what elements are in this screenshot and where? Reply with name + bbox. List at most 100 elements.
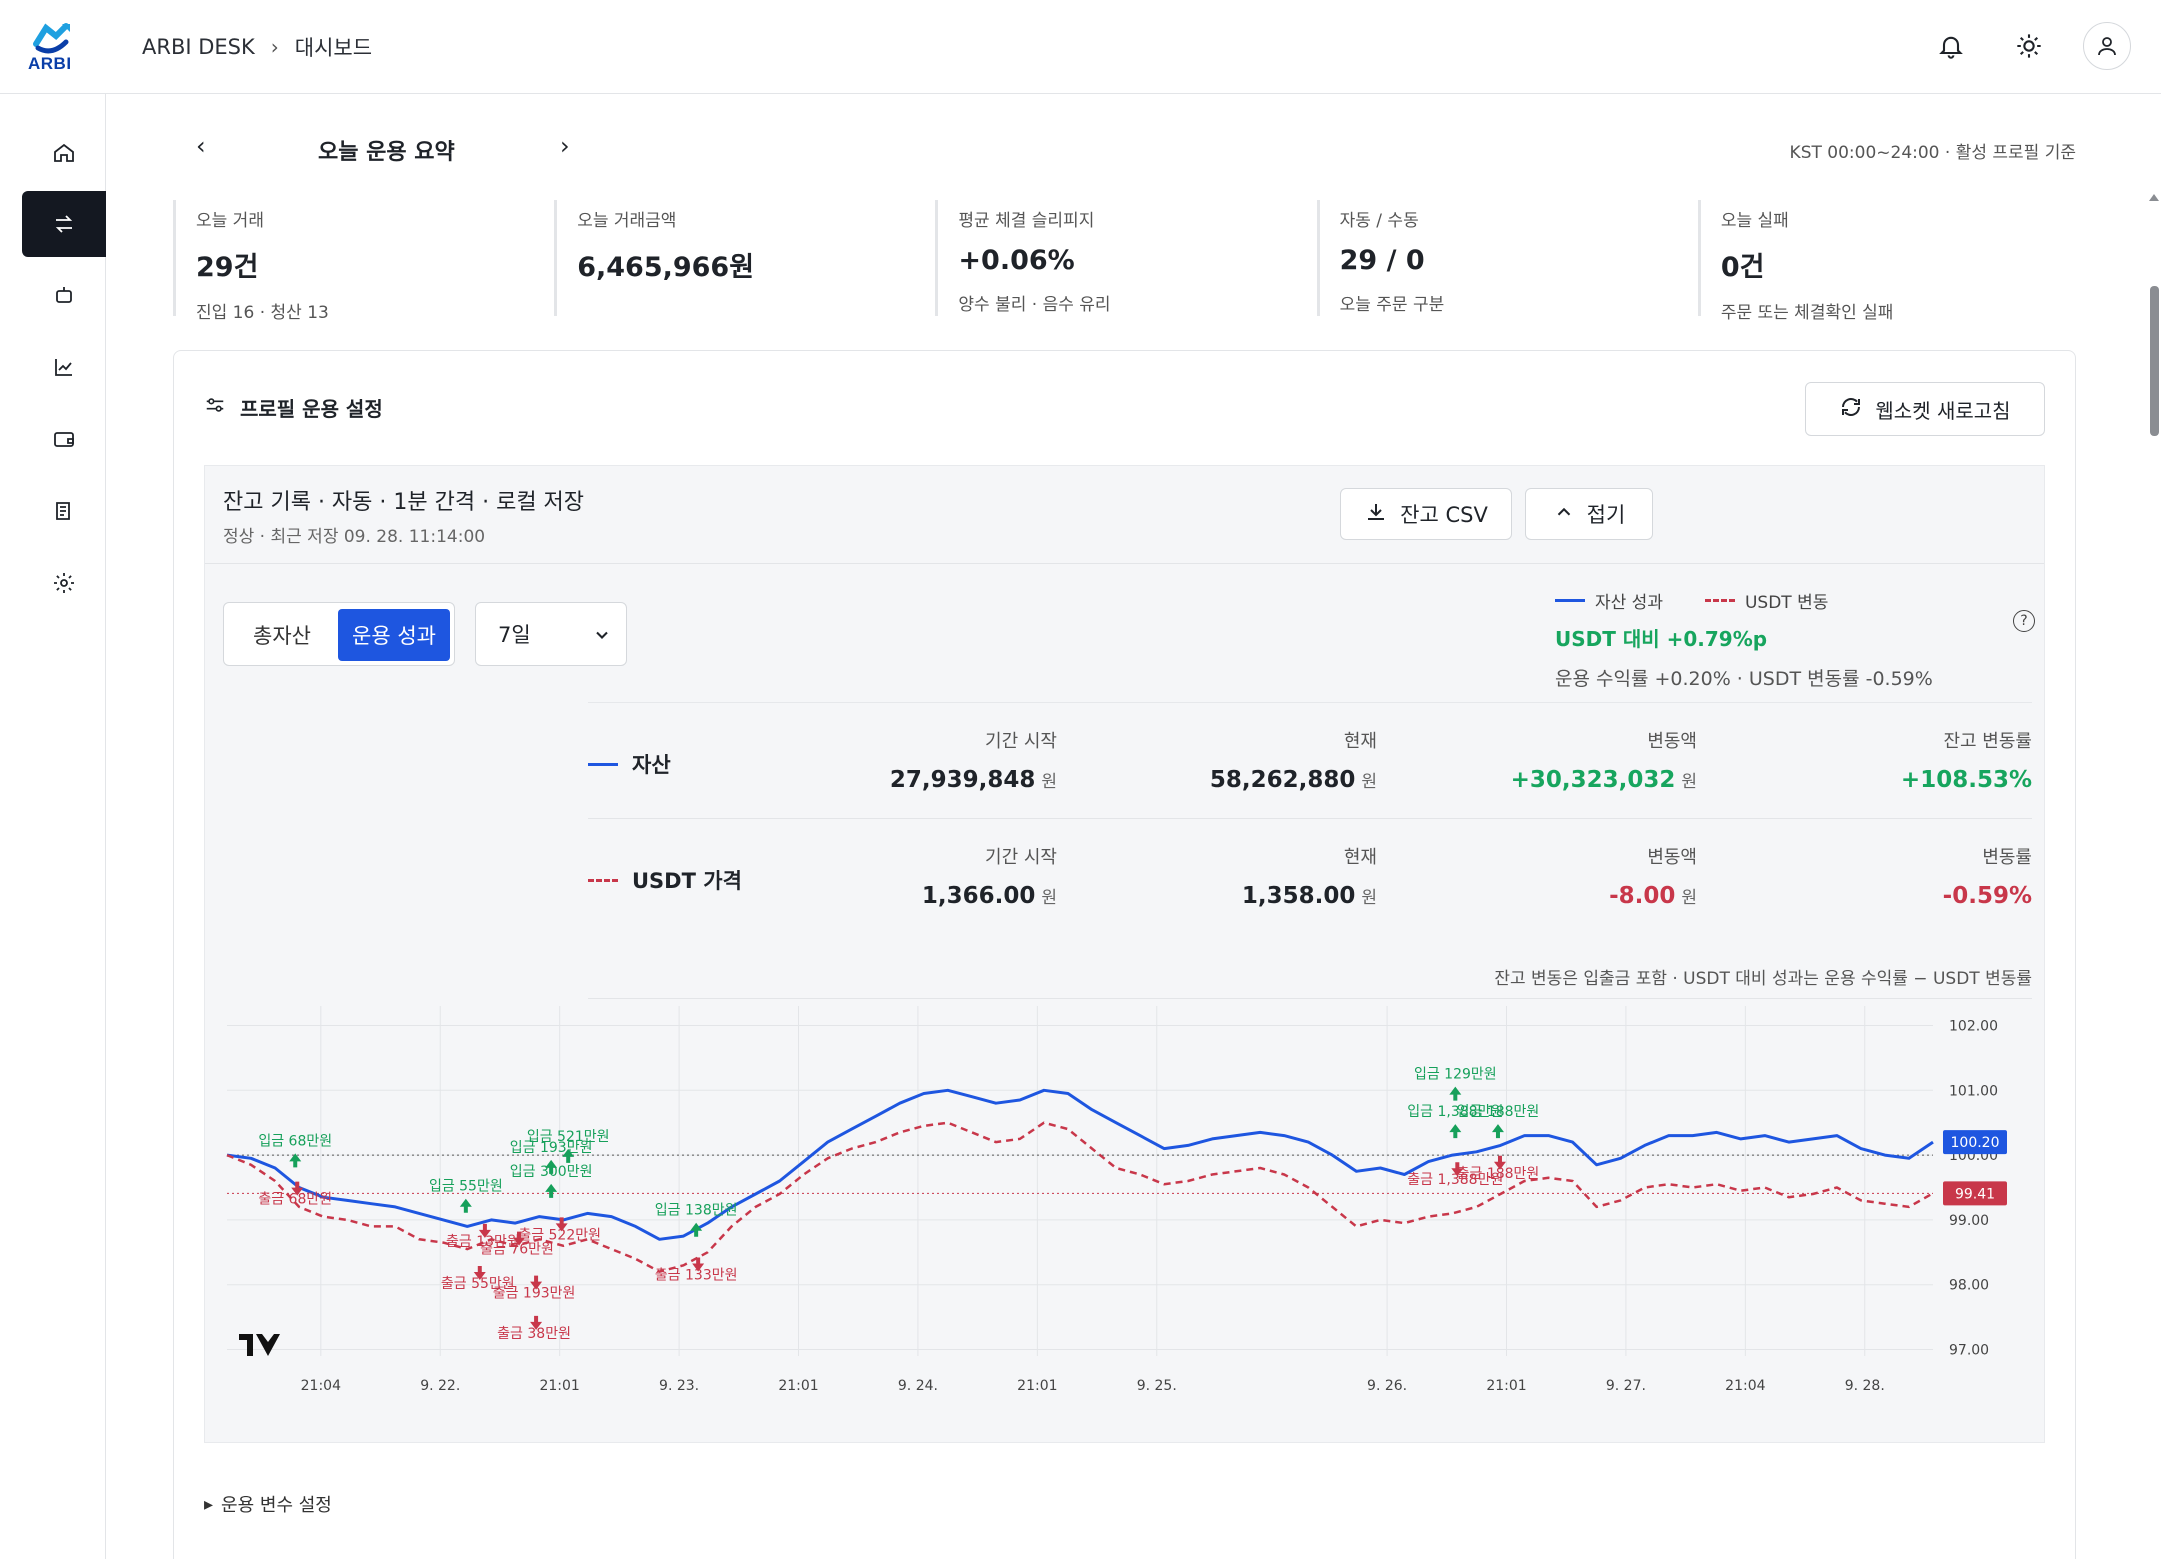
chevron-right-icon[interactable]: › [560, 132, 570, 160]
summary-title: 오늘 운용 요약 [318, 140, 455, 165]
scroll-thumb[interactable] [2150, 286, 2159, 436]
chevron-left-icon[interactable]: ‹ [196, 132, 206, 160]
collapse-button[interactable]: 접기 [1525, 488, 1653, 540]
arrow-down-icon [530, 1315, 543, 1330]
logo-text: ARBI [28, 54, 72, 73]
stat-card: 오늘 거래 29건 진입 16 · 청산 13 [173, 200, 554, 323]
last-value-label: 100.20 [1951, 1135, 2000, 1151]
return-detail: 운용 수익률 +0.20% · USDT 변동률 -0.59% [1555, 668, 1933, 690]
deposit-annotation: 입금 521만원 [527, 1129, 610, 1145]
scrollbar[interactable] [2147, 94, 2161, 1559]
breadcrumb-root[interactable]: ARBI DESK [142, 35, 255, 59]
y-tick-label: 99.00 [1949, 1213, 1989, 1229]
csv-button[interactable]: 잔고 CSV [1340, 488, 1512, 540]
params-toggle-label: 운용 변수 설정 [221, 1495, 332, 1516]
sun-icon[interactable] [2005, 22, 2053, 70]
table-row: USDT 가격 기간 시작 1,366.00 원 현재 1,358.00 원 변동액… [588, 818, 2032, 934]
params-toggle[interactable]: ▸ 운용 변수 설정 [204, 1491, 332, 1517]
period-select-value: 7일 [498, 623, 531, 647]
swap-icon[interactable] [22, 191, 106, 257]
arrow-down-icon [478, 1223, 491, 1238]
websocket-refresh-button[interactable]: 웹소켓 새로고침 [1805, 382, 2045, 436]
panel-subtitle: 정상 · 최근 저장 09. 28. 11:14:00 [223, 527, 486, 547]
arrow-up-icon [545, 1183, 558, 1198]
cell-value: 1,366.00 원 [737, 883, 1057, 909]
deposit-annotation: 입금 68만원 [258, 1133, 332, 1149]
tab-performance[interactable]: 운용 성과 [338, 609, 450, 661]
cell-unit: 원 [1041, 888, 1057, 908]
home-icon[interactable] [22, 120, 106, 186]
app-logo[interactable] [22, 20, 82, 74]
x-tick-label: 9. 22. [420, 1378, 460, 1394]
scroll-up-icon[interactable] [2149, 194, 2159, 201]
cell-value: +30,323,032 원 [1377, 767, 1697, 793]
deposit-annotation: 입금 188만원 [1457, 1104, 1540, 1120]
usdt-swatch [588, 878, 618, 882]
period-select[interactable]: 7일 [475, 602, 627, 666]
bot-icon[interactable] [22, 262, 106, 328]
arrow-down-icon [473, 1265, 486, 1280]
summary-header: ‹ 오늘 운용 요약 › KST 00:00~24:00 · 활성 프로필 기준 [196, 132, 2076, 168]
table-row: 자산 기간 시작 27,939,848 원 현재 58,262,880 원 변동액 … [588, 702, 2032, 818]
balance-panel: 잔고 기록 · 자동 · 1분 간격 · 로컬 저장 정상 · 최근 저장 09… [204, 465, 2045, 1443]
table-cell: 현재 58,262,880 원 [1057, 727, 1377, 793]
cell-number: -0.59% [1942, 883, 2032, 909]
asset-swatch [588, 762, 618, 766]
stat-card: 오늘 거래금액 6,465,966원 [554, 200, 935, 316]
legend-asset: 자산 성과 [1555, 588, 1663, 613]
cell-number: 1,366.00 [921, 883, 1036, 909]
arrow-up-icon [1449, 1086, 1462, 1101]
cell-value: 1,358.00 원 [1057, 883, 1377, 909]
x-tick-label: 9. 28. [1845, 1378, 1885, 1394]
stat-value: 29 / 0 [1339, 245, 1425, 276]
wallet-icon[interactable] [22, 406, 106, 472]
stat-value: 6,465,966원 [577, 252, 755, 283]
breadcrumb: ARBI DESK › 대시보드 [142, 32, 372, 62]
y-tick-label: 98.00 [1949, 1278, 1989, 1294]
profile-card: 프로필 운용 설정 웹소켓 새로고침 잔고 기록 · 자동 · 1분 간격 · … [173, 350, 2076, 1559]
help-icon[interactable]: ? [2013, 610, 2035, 632]
withdraw-annotation: 출금 193만원 [493, 1286, 576, 1302]
legend-asset-label: 자산 성과 [1595, 593, 1663, 613]
arrow-up-icon [545, 1159, 558, 1174]
stat-sub: 양수 불리 · 음수 유리 [958, 295, 1111, 315]
y-tick-label: 97.00 [1949, 1343, 1989, 1359]
stat-card: 평균 체결 슬리피지 +0.06% 양수 불리 · 음수 유리 [935, 200, 1316, 316]
arrow-up-icon [690, 1222, 703, 1237]
cell-unit: 원 [1681, 772, 1697, 792]
ledger-icon[interactable] [22, 478, 106, 544]
triangle-right-icon: ▸ [204, 1493, 214, 1515]
performance-chart[interactable]: 21:04 9. 22. 21:01 9. 23. 21:01 9. 24. 21:01 9.… [223, 996, 2043, 1426]
cell-value: -0.59% [1712, 883, 2032, 909]
chart-svg[interactable]: 21:04 9. 22. 21:01 9. 23. 21:01 9. 24. 21:01 9.… [223, 996, 2043, 1426]
last-value-label: 99.41 [1955, 1186, 1995, 1202]
bell-icon[interactable] [1927, 22, 1975, 70]
chart-icon[interactable] [22, 334, 106, 400]
series-asset-line [226, 1088, 1934, 1241]
top-bar: ARBI ARBI DESK › 대시보드 [0, 0, 2161, 94]
cell-label: 현재 [1343, 847, 1377, 868]
tradingview-logo-icon [239, 1334, 280, 1356]
x-tick-label: 9. 26. [1367, 1378, 1407, 1394]
usdt-comparison: USDT 대비 +0.79%p [1555, 627, 1768, 651]
tab-total-assets[interactable]: 총자산 [253, 624, 311, 648]
withdraw-annotation: 출금 13만원 [446, 1234, 520, 1250]
arrow-up-icon [562, 1148, 575, 1163]
gear-icon[interactable] [22, 550, 106, 616]
card-title: 프로필 운용 설정 [204, 393, 383, 422]
stat-label: 오늘 거래 [196, 211, 264, 231]
panel-title: 잔고 기록 · 자동 · 1분 간격 · 로컬 저장 [223, 490, 585, 515]
stat-sub: 진입 16 · 청산 13 [196, 303, 329, 323]
view-toggle: 총자산 운용 성과 [223, 602, 455, 666]
arrow-down-icon [513, 1231, 526, 1246]
table-cell: 변동액 +30,323,032 원 [1377, 727, 1697, 793]
x-tick-label: 21:01 [1486, 1378, 1526, 1394]
x-tick-label: 9. 25. [1137, 1378, 1177, 1394]
withdraw-annotation: 출금 68만원 [258, 1192, 332, 1208]
arrow-down-icon [1493, 1155, 1506, 1170]
user-icon[interactable] [2083, 22, 2131, 70]
deposit-annotation: 입금 1,388만원 [1407, 1104, 1503, 1120]
cell-number: 58,262,880 [1209, 767, 1356, 793]
chevron-up-icon [1553, 501, 1575, 528]
sliders-icon [204, 394, 226, 421]
